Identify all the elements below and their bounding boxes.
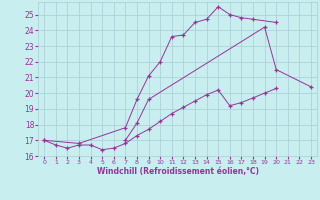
X-axis label: Windchill (Refroidissement éolien,°C): Windchill (Refroidissement éolien,°C) [97,167,259,176]
